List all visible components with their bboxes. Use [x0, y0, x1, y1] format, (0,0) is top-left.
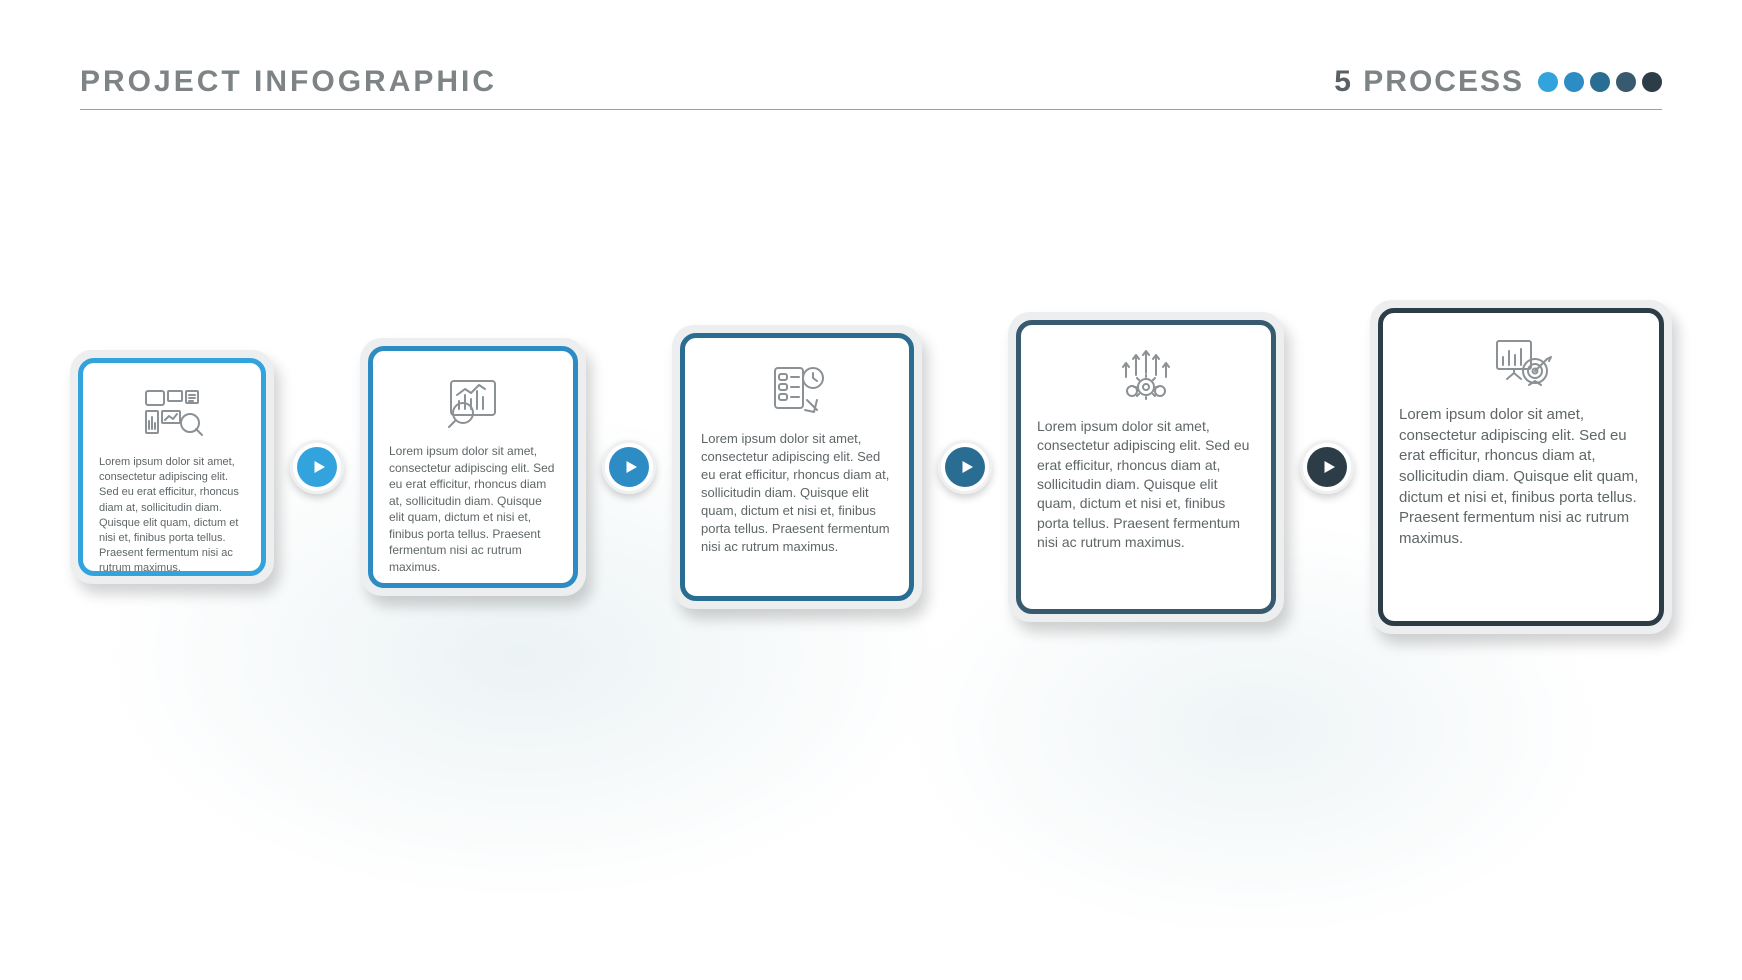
header-right: 5 PROCESS [1334, 65, 1662, 99]
gear-arrows-icon [1114, 347, 1178, 403]
process-row: Lorem ipsum dolor sit amet, consectetur … [70, 300, 1672, 634]
process-card-5-inner: Lorem ipsum dolor sit amet, consectetur … [1378, 308, 1664, 626]
legend-dot-1 [1538, 72, 1558, 92]
process-count-number: 5 [1334, 65, 1353, 98]
legend-dot-3 [1590, 72, 1610, 92]
process-card-2: Lorem ipsum dolor sit amet, consectetur … [360, 338, 586, 596]
play-icon [1307, 447, 1347, 487]
connector-3 [938, 440, 992, 494]
process-card-3: Lorem ipsum dolor sit amet, consectetur … [672, 325, 922, 609]
process-card-3-text: Lorem ipsum dolor sit amet, consectetur … [701, 430, 893, 556]
process-card-1-inner: Lorem ipsum dolor sit amet, consectetur … [78, 358, 266, 576]
play-icon [945, 447, 985, 487]
process-card-3-inner: Lorem ipsum dolor sit amet, consectetur … [680, 333, 914, 601]
process-count-label: PROCESS [1363, 65, 1524, 98]
analytics-dashboard-icon [140, 385, 204, 441]
process-card-4-text: Lorem ipsum dolor sit amet, consectetur … [1037, 417, 1255, 552]
process-card-2-inner: Lorem ipsum dolor sit amet, consectetur … [368, 346, 578, 588]
target-presentation-icon [1489, 335, 1553, 391]
process-card-4-inner: Lorem ipsum dolor sit amet, consectetur … [1016, 320, 1276, 614]
process-card-1: Lorem ipsum dolor sit amet, consectetur … [70, 350, 274, 584]
process-card-4: Lorem ipsum dolor sit amet, consectetur … [1008, 312, 1284, 622]
process-card-2-text: Lorem ipsum dolor sit amet, consectetur … [389, 443, 557, 575]
legend-dot-2 [1564, 72, 1584, 92]
page-title: PROJECT INFOGRAPHIC [80, 65, 497, 99]
legend-dots [1538, 72, 1662, 92]
connector-1 [290, 440, 344, 494]
header-bar: PROJECT INFOGRAPHIC 5 PROCESS [80, 65, 1662, 110]
process-count: 5 PROCESS [1334, 65, 1524, 99]
play-icon [609, 447, 649, 487]
legend-dot-5 [1642, 72, 1662, 92]
process-card-1-text: Lorem ipsum dolor sit amet, consectetur … [99, 455, 245, 576]
magnify-chart-icon [441, 373, 505, 429]
play-icon [297, 447, 337, 487]
connector-2 [602, 440, 656, 494]
connector-4 [1300, 440, 1354, 494]
legend-dot-4 [1616, 72, 1636, 92]
clipboard-clock-icon [765, 360, 829, 416]
process-card-5: Lorem ipsum dolor sit amet, consectetur … [1370, 300, 1672, 634]
process-card-5-text: Lorem ipsum dolor sit amet, consectetur … [1399, 405, 1643, 550]
